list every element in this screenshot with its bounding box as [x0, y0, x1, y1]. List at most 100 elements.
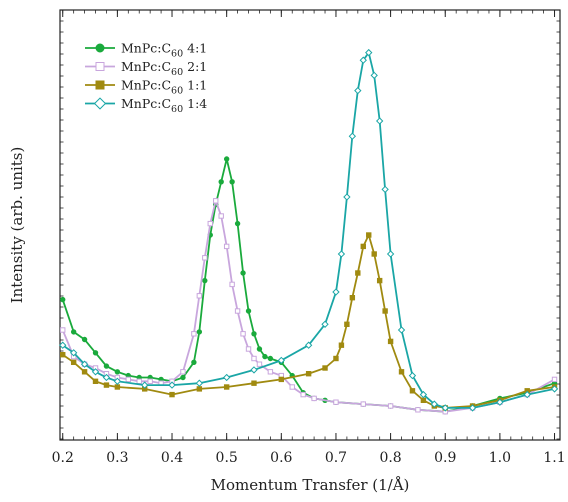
data-point [551, 376, 558, 383]
data-point [366, 232, 372, 238]
data-point [70, 329, 77, 335]
data-point [277, 356, 285, 365]
data-point [355, 270, 361, 276]
data-point [125, 376, 132, 383]
data-point [468, 404, 477, 412]
data-point [251, 355, 257, 362]
data-point [360, 243, 366, 250]
data-point [382, 308, 388, 314]
plot-frame [59, 9, 561, 441]
ticks-layer: 0.2 0.3 0.4 0.5 0.6 0.7 0.8 0.9 1.0 1.1 [52, 10, 566, 466]
data-point [332, 288, 340, 296]
series-line [62, 232, 555, 409]
data-point [202, 255, 208, 261]
data-point [371, 251, 377, 257]
data-point [245, 308, 252, 314]
data-point [136, 378, 142, 385]
data-point [354, 86, 362, 95]
data-point [278, 376, 285, 383]
data-point [229, 281, 235, 288]
data-point [191, 359, 197, 365]
series-group [60, 232, 558, 411]
series-line [62, 50, 555, 409]
data-point [365, 48, 373, 57]
data-point [213, 198, 219, 204]
data-point [289, 384, 295, 390]
data-point [169, 391, 175, 398]
data-point [141, 381, 149, 389]
data-point [387, 403, 394, 409]
data-point [234, 220, 241, 227]
data-point [305, 371, 312, 377]
data-point [256, 346, 263, 352]
data-point [91, 368, 100, 376]
data-point [81, 336, 88, 343]
data-point [180, 374, 186, 381]
data-point [114, 369, 121, 375]
data-point [337, 250, 346, 258]
data-point [408, 371, 417, 380]
data-point [523, 390, 531, 399]
data-point [251, 331, 257, 337]
data-point [397, 326, 406, 334]
x-tick-label: 0.9 [434, 450, 456, 466]
data-point [168, 381, 176, 389]
data-point [409, 388, 416, 394]
legend-label: MnPc:C60 4:1 [121, 41, 207, 60]
x-tick-label: 0.7 [325, 450, 347, 466]
data-point [218, 179, 224, 185]
data-point [419, 390, 428, 399]
data-point [333, 399, 339, 405]
data-point [229, 179, 235, 185]
data-point [234, 308, 241, 314]
data-point [251, 380, 257, 386]
data-point [223, 156, 230, 162]
x-tick-label: 0.3 [106, 450, 128, 466]
legend-label: MnPc:C60 1:4 [121, 96, 207, 115]
data-point [441, 404, 449, 412]
data-point [360, 401, 366, 407]
data-point [338, 342, 345, 348]
data-point [59, 341, 67, 349]
data-point [240, 270, 246, 276]
data-point [92, 350, 99, 356]
data-point [322, 365, 328, 371]
data-point [430, 400, 438, 408]
data-point [376, 277, 383, 284]
data-point [300, 391, 306, 398]
data-point [375, 117, 384, 125]
data-point [321, 320, 329, 328]
data-point [113, 377, 122, 385]
data-point [147, 378, 153, 385]
data-point [81, 369, 88, 375]
data-point [223, 243, 230, 250]
data-point [69, 349, 78, 357]
data-point [245, 346, 252, 352]
data-point [196, 329, 203, 335]
data-point [387, 338, 394, 345]
data-point [311, 395, 317, 402]
data-point [222, 373, 231, 382]
data-point [381, 185, 389, 194]
legend-marker [95, 43, 105, 53]
legend-label: MnPc:C60 1:1 [121, 78, 207, 97]
data-point [60, 327, 66, 333]
series-line [61, 197, 555, 413]
data-point [92, 378, 99, 385]
x-tick-label: 1.0 [489, 450, 511, 466]
data-point [349, 295, 356, 301]
data-point [333, 355, 339, 362]
data-point [202, 277, 208, 284]
legend-marker [95, 80, 105, 90]
data-point [102, 373, 111, 382]
data-point [348, 132, 357, 140]
data-point [496, 398, 504, 406]
data-point [60, 352, 66, 358]
data-point [70, 359, 77, 366]
data-point [398, 369, 405, 375]
x-tick-label: 0.2 [52, 450, 74, 466]
series-group [59, 48, 559, 412]
